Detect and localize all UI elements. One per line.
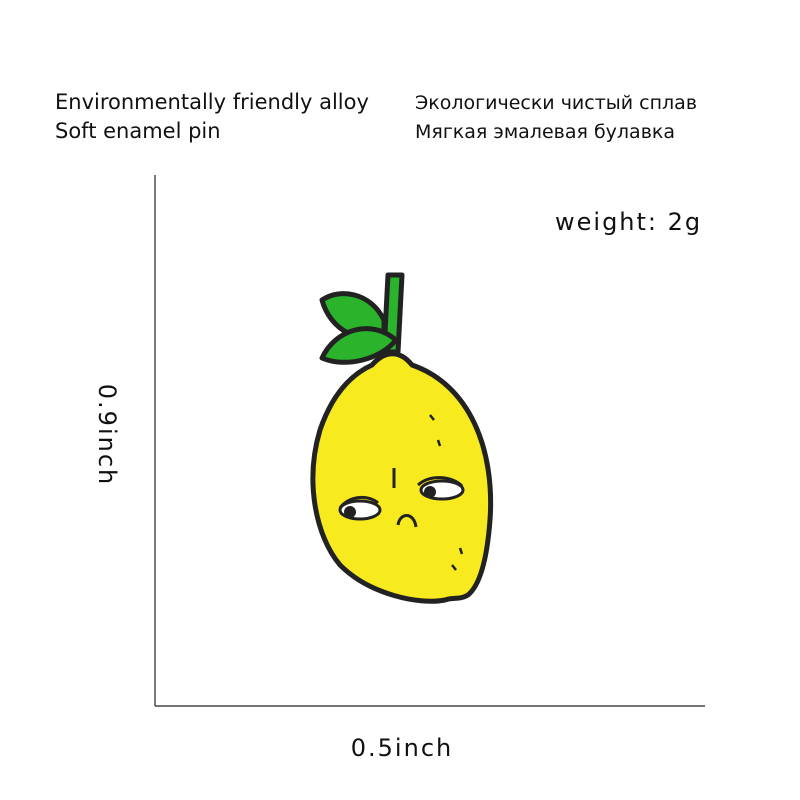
russian-line: Экологически чистый сплав	[415, 92, 697, 114]
height-label: 0.9inch	[93, 384, 121, 486]
russian-line: Мягкая эмалевая булавка	[415, 121, 675, 143]
lemon-pin	[310, 272, 494, 604]
english-line: Soft enamel pin	[55, 119, 221, 143]
english-line: Environmentally friendly alloy	[55, 90, 369, 114]
weight-label: weight: 2g	[555, 208, 702, 236]
width-label: 0.5inch	[351, 734, 453, 762]
